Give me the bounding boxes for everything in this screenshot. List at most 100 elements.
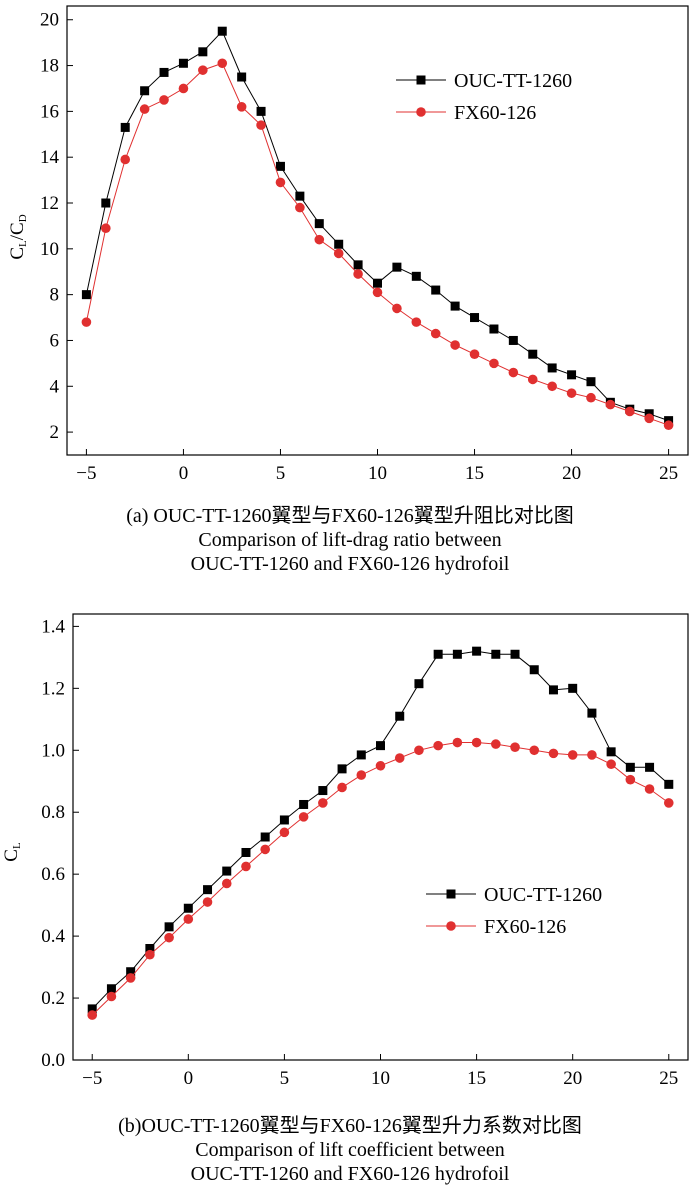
- data-point-FX60-126: [279, 827, 290, 838]
- data-point-OUC-TT-1260: [275, 161, 285, 171]
- data-point-FX60-126: [275, 177, 286, 188]
- data-point-FX60-126: [159, 95, 169, 105]
- caption-a: (a) OUC-TT-1260翼型与FX60-126翼型升阻比对比图 Compa…: [0, 504, 700, 576]
- data-point-FX60-126: [392, 303, 402, 314]
- data-point-OUC-TT-1260: [411, 271, 421, 281]
- series-line-OUC-TT-1260: [91, 650, 670, 1010]
- data-point-OUC-TT-1260: [567, 370, 577, 380]
- data-point-OUC-TT-1260: [87, 1004, 97, 1014]
- data-point-OUC-TT-1260: [491, 649, 501, 659]
- legend-label-OUC-TT-1260: OUC-TT-1260: [484, 884, 602, 906]
- y-tick-label-a: 10: [40, 239, 59, 260]
- data-point-OUC-TT-1260: [606, 747, 616, 757]
- data-point-FX60-126: [567, 750, 578, 760]
- data-point-OUC-TT-1260: [664, 779, 674, 789]
- data-point-FX60-126: [527, 374, 538, 385]
- data-point-OUC-TT-1260: [528, 349, 538, 359]
- data-point-OUC-TT-1260: [126, 967, 136, 977]
- data-point-FX60-126: [202, 897, 213, 907]
- y-tick-label-b: 1.4: [41, 616, 65, 637]
- data-point-FX60-126: [469, 349, 480, 360]
- data-point-FX60-126: [318, 798, 328, 808]
- data-point-OUC-TT-1260: [450, 301, 460, 311]
- x-tick-label-b: 20: [563, 1068, 582, 1089]
- chart-panel-b: −5 0 5 10 15 20 25 0.0 0.2 0.4 0.6 0.8 1.0 1.2 1.4 OUC-…: [0, 600, 700, 1198]
- y-tick-label-a: 2: [50, 422, 60, 443]
- data-point-FX60-126: [430, 328, 441, 339]
- data-point-OUC-TT-1260: [237, 72, 247, 82]
- y-tick-label-b: 0.4: [41, 926, 65, 947]
- x-tick-label-a: 25: [659, 463, 678, 484]
- data-point-OUC-TT-1260: [392, 262, 402, 272]
- data-point-OUC-TT-1260: [529, 665, 539, 675]
- data-point-OUC-TT-1260: [489, 324, 499, 334]
- data-point-OUC-TT-1260: [295, 191, 305, 201]
- x-tick-label-b: 25: [659, 1068, 678, 1089]
- data-point-OUC-TT-1260: [547, 363, 557, 373]
- data-point-FX60-126: [471, 737, 482, 748]
- x-tick-label-a: −5: [76, 463, 96, 484]
- data-point-FX60-126: [178, 83, 189, 94]
- data-point-OUC-TT-1260: [586, 377, 596, 387]
- data-point-OUC-TT-1260: [376, 741, 385, 751]
- data-point-FX60-126: [606, 759, 616, 770]
- data-point-FX60-126: [624, 406, 635, 417]
- data-point-OUC-TT-1260: [140, 86, 150, 96]
- data-point-OUC-TT-1260: [568, 683, 578, 693]
- data-point-FX60-126: [183, 914, 194, 924]
- data-point-FX60-126: [566, 388, 577, 398]
- data-point-OUC-TT-1260: [337, 764, 347, 774]
- data-point-FX60-126: [145, 949, 155, 960]
- data-point-OUC-TT-1260: [510, 649, 520, 659]
- legend-marker-OUC-TT-1260: [416, 75, 426, 85]
- data-point-OUC-TT-1260: [472, 646, 482, 656]
- caption-a-line-2: Comparison of lift-drag ratio between: [198, 529, 502, 551]
- data-point-FX60-126: [489, 358, 499, 369]
- data-point-OUC-TT-1260: [260, 832, 270, 842]
- y-tick-label-a: 18: [40, 56, 59, 77]
- y-tick-label-b: 0.0: [41, 1050, 65, 1071]
- legend-label-FX60-126: FX60-126: [484, 916, 566, 938]
- data-point-FX60-126: [298, 812, 309, 822]
- plot-frame-b: [72, 613, 689, 1061]
- data-point-OUC-TT-1260: [356, 750, 366, 760]
- legend-marker-FX60-126: [446, 921, 456, 931]
- data-point-FX60-126: [375, 760, 386, 771]
- data-point-OUC-TT-1260: [431, 285, 441, 295]
- x-tick-label-b: 15: [467, 1068, 486, 1089]
- data-point-FX60-126: [333, 248, 344, 259]
- data-point-FX60-126: [87, 1010, 98, 1020]
- x-tick-label-a: 15: [465, 463, 484, 484]
- x-tick-label-a: 20: [562, 463, 581, 484]
- data-point-OUC-TT-1260: [159, 67, 169, 77]
- y-tick-label-a: 20: [40, 10, 59, 31]
- data-point-FX60-126: [106, 991, 117, 1002]
- x-tick-label-b: −5: [82, 1068, 102, 1089]
- legend-label-OUC-TT-1260: OUC-TT-1260: [454, 70, 572, 92]
- data-point-FX60-126: [414, 745, 424, 756]
- data-point-OUC-TT-1260: [470, 313, 480, 323]
- data-point-FX60-126: [450, 340, 460, 350]
- data-point-FX60-126: [139, 104, 150, 114]
- data-point-OUC-TT-1260: [318, 786, 328, 796]
- data-point-FX60-126: [236, 101, 247, 112]
- data-point-FX60-126: [198, 65, 208, 75]
- y-tick-label-a: 16: [40, 101, 59, 122]
- data-point-OUC-TT-1260: [452, 649, 462, 659]
- data-point-FX60-126: [372, 287, 383, 298]
- data-point-OUC-TT-1260: [334, 239, 344, 249]
- caption-b: (b)OUC-TT-1260翼型与FX60-126翼型升力系数对比图 Compa…: [0, 1114, 700, 1186]
- y-tick-label-a: 4: [50, 376, 60, 397]
- data-point-OUC-TT-1260: [548, 685, 558, 695]
- legend-marker-OUC-TT-1260: [446, 889, 456, 899]
- data-point-OUC-TT-1260: [279, 815, 289, 825]
- data-point-FX60-126: [548, 748, 559, 759]
- legend-marker-FX60-126: [416, 107, 426, 117]
- data-point-OUC-TT-1260: [106, 984, 116, 994]
- data-point-OUC-TT-1260: [508, 335, 518, 345]
- data-point-OUC-TT-1260: [81, 290, 91, 300]
- lift-drag-ratio-chart: −5 0 5 10 15 20 25 2 4 6 8 10 12 14 16 18 20 OUC-TT-1260 F…: [40, 5, 689, 484]
- data-point-OUC-TT-1260: [414, 679, 424, 689]
- data-point-FX60-126: [508, 367, 519, 378]
- y-tick-label-b: 1.2: [41, 678, 65, 699]
